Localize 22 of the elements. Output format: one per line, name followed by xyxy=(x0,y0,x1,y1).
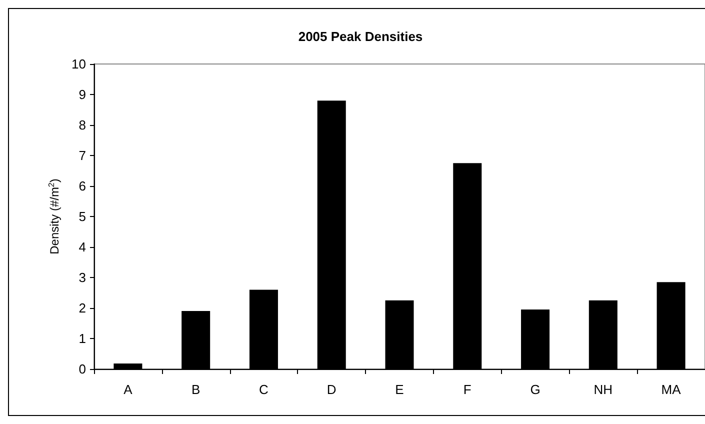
y-tick-label: 10 xyxy=(72,56,86,72)
y-tick-label: 3 xyxy=(78,270,86,285)
y-tick-label: 2 xyxy=(78,300,86,316)
y-tick-label: 4 xyxy=(78,240,86,254)
x-tick-label: A xyxy=(124,382,133,397)
y-axis-title: Density (#/m2) xyxy=(47,178,62,254)
x-tick-label: F xyxy=(463,382,472,397)
chart-title: 2005 Peak Densities xyxy=(298,29,423,44)
y-tick-label: 0 xyxy=(78,362,86,376)
y-tick-label: 5 xyxy=(78,209,86,224)
x-tick-label: D xyxy=(326,382,336,397)
y-tick-label: 7 xyxy=(78,148,86,163)
x-tick-label: MA xyxy=(661,382,682,397)
x-tick-label: C xyxy=(259,382,268,397)
y-tick-label: 6 xyxy=(78,178,86,194)
y-tick-label: 8 xyxy=(78,118,86,132)
y-tick-label: 9 xyxy=(78,87,86,102)
x-tick-label: B xyxy=(191,382,200,397)
x-tick-label: NH xyxy=(594,382,613,397)
x-tick-label: G xyxy=(530,382,540,397)
x-tick-label: E xyxy=(395,382,404,397)
y-tick-label: 1 xyxy=(78,331,86,346)
